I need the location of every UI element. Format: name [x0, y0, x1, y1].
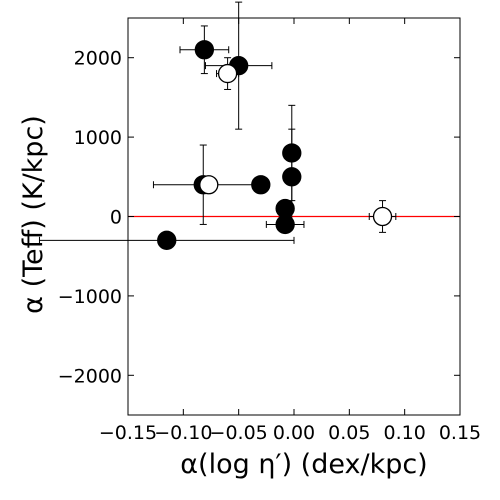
filled-data-point [251, 175, 271, 195]
x-tick-label: 0.10 [384, 422, 426, 444]
data-points-layer [157, 40, 393, 250]
filled-data-point [282, 143, 302, 163]
ticks-layer: −0.15−0.10−0.05 0.00 0.05 0.10 0.15 −2000 −100… [58, 18, 481, 444]
filled-data-point [275, 214, 295, 235]
error-bars-layer [38, 1, 397, 244]
x-axis-label: α(log η′) (dex/kpc) [180, 449, 427, 480]
x-tick-label: 0.15 [439, 422, 481, 444]
filled-data-point [194, 40, 215, 60]
y-tick-label: 1000 [74, 127, 122, 149]
open-data-point [199, 175, 219, 195]
open-data-point [217, 63, 238, 84]
open-data-point [372, 206, 393, 227]
x-tick-label: −0.10 [154, 422, 212, 444]
y-tick-label: −1000 [58, 286, 122, 308]
y-tick-label: −2000 [58, 365, 122, 387]
filled-data-point [282, 167, 302, 187]
x-tick-label: −0.15 [99, 422, 157, 444]
y-tick-label: 2000 [74, 48, 122, 70]
y-axis-label: α (Teff) (K/kpc) [18, 115, 49, 314]
filled-data-point [157, 230, 177, 250]
x-tick-label: −0.05 [210, 422, 268, 444]
x-tick-label: 0.00 [273, 422, 315, 444]
x-tick-label: 0.05 [328, 422, 370, 444]
y-tick-label: 0 [110, 207, 122, 229]
